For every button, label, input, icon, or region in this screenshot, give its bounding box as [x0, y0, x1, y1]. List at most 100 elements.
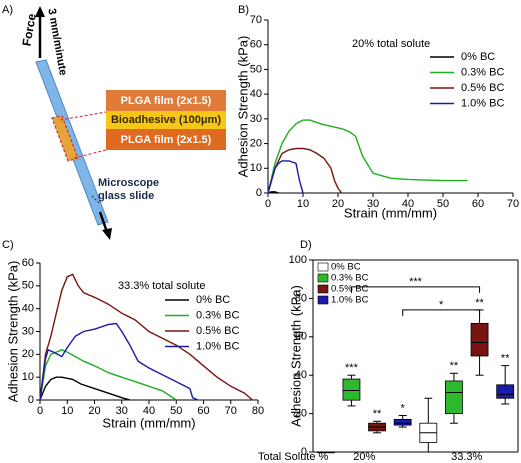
layer-label: PLGA film (2x1.5) — [121, 95, 212, 107]
y-tick-label: 10 — [250, 162, 262, 174]
x-tick-label: 30 — [116, 405, 128, 417]
y-tick-label: 50 — [22, 280, 34, 292]
line — [267, 160, 304, 194]
legend-label: 1.0% BC — [196, 340, 239, 352]
y-tick-label: 70 — [250, 14, 262, 26]
significance: *** — [345, 362, 359, 374]
box — [342, 378, 361, 401]
x-tick-label: 60 — [197, 405, 209, 417]
pull-arrow — [98, 211, 109, 233]
legend-swatch — [317, 295, 329, 305]
layer-bioadhesive — [106, 111, 226, 129]
pointer — [91, 195, 101, 205]
panel-label: D) — [300, 239, 312, 251]
y-tick-label: 60 — [295, 331, 307, 343]
y-tick-label: 30 — [250, 113, 262, 125]
y-tick-label: 20 — [22, 348, 34, 360]
box — [470, 322, 489, 357]
y-tick-label: 30 — [22, 325, 34, 337]
legend-swatch — [317, 273, 329, 283]
zoom-line — [73, 149, 107, 159]
bracket-label: * — [439, 299, 444, 311]
force-label: Force — [19, 12, 39, 47]
box — [445, 380, 463, 414]
x-tick-label: 0 — [265, 198, 271, 210]
significance: ** — [475, 297, 484, 309]
line — [39, 273, 253, 401]
significance: ** — [450, 360, 459, 372]
y-axis-label: Adhesion Strength (kPa) — [235, 36, 250, 178]
bracket — [402, 309, 481, 316]
layer-plga — [106, 90, 226, 111]
x-tick-label: 20 — [332, 198, 344, 210]
x-tick-label: 20% — [353, 451, 375, 463]
x-axis-label: Strain (mm/mm) — [344, 205, 437, 220]
line — [39, 322, 199, 401]
sample-strip — [51, 115, 79, 162]
significance: ** — [501, 353, 510, 365]
y-tick-label: 0 — [301, 446, 307, 458]
force-arrowhead — [35, 6, 45, 17]
y-axis-label: Adhesion Strength (kPa) — [5, 261, 20, 403]
y-tick-label: 20 — [295, 408, 307, 420]
legend-label: 0% BC — [331, 262, 361, 273]
legend-label: 0% BC — [461, 51, 495, 63]
x-axis-label: Total Solute % — [258, 451, 329, 463]
y-tick-label: 50 — [250, 63, 262, 75]
x-tick-label: 70 — [225, 405, 237, 417]
slide-label: glass slide — [98, 190, 154, 202]
layer-label: PLGA film (2x1.5) — [121, 134, 212, 146]
y-tick-label: 40 — [295, 369, 307, 381]
y-tick-label: 60 — [250, 39, 262, 51]
significance: ** — [373, 408, 382, 420]
chart-title: 20% total solute — [352, 38, 430, 50]
y-tick-label: 0 — [28, 394, 34, 406]
legend-label: 1.0% BC — [461, 97, 504, 109]
bracket — [350, 286, 481, 293]
y-tick-label: 0 — [256, 187, 262, 199]
box — [496, 384, 515, 399]
layer-plga — [106, 129, 226, 150]
zoom-line — [59, 111, 107, 121]
line — [267, 191, 279, 194]
y-tick-label: 100 — [289, 254, 307, 266]
panel-label: C) — [2, 239, 14, 251]
line — [39, 349, 177, 401]
x-tick-label: 70 — [507, 198, 519, 210]
pull-arrowhead — [102, 228, 112, 240]
y-tick-label: 20 — [250, 137, 262, 149]
x-tick-label: 50 — [437, 198, 449, 210]
y-tick-label: 40 — [22, 303, 34, 315]
y-tick-label: 40 — [250, 88, 262, 100]
legend-swatch — [317, 262, 329, 272]
x-tick-label: 50 — [170, 405, 182, 417]
chart-title: 33.3% total solute — [118, 280, 205, 292]
y-tick-label: 60 — [22, 257, 34, 269]
legend-label: 0.3% BC — [461, 66, 504, 78]
significance: * — [401, 402, 406, 414]
legend-label: 0% BC — [196, 294, 230, 306]
layer-label: Bioadhesive (100μm) — [111, 114, 221, 126]
legend-label: 0.3% BC — [331, 273, 369, 284]
diagram: A) Force 3 mm/minute PLGA film (2x1.5) B… — [2, 4, 226, 240]
legend-label: 1.0% BC — [331, 295, 369, 306]
line — [267, 147, 343, 194]
y-axis-label: Adhesion Strength (kPa) — [288, 285, 303, 427]
line — [39, 376, 131, 401]
x-tick-label: 40 — [402, 198, 414, 210]
legend-label: 0.3% BC — [196, 309, 239, 321]
panel-label: B) — [238, 4, 249, 16]
y-tick-label: 10 — [22, 371, 34, 383]
line — [267, 119, 468, 194]
bracket-label: *** — [409, 276, 423, 288]
legend-label: 0.5% BC — [461, 82, 504, 94]
x-tick-label: 10 — [297, 198, 309, 210]
box — [393, 418, 412, 426]
panel-label: A) — [2, 4, 13, 16]
legend-swatch — [317, 284, 329, 294]
x-tick-label: 33.3% — [451, 451, 482, 463]
slide-label: Microscope — [98, 177, 159, 189]
legend-label: 0.5% BC — [331, 284, 369, 295]
legend-label: 0.5% BC — [196, 325, 239, 337]
